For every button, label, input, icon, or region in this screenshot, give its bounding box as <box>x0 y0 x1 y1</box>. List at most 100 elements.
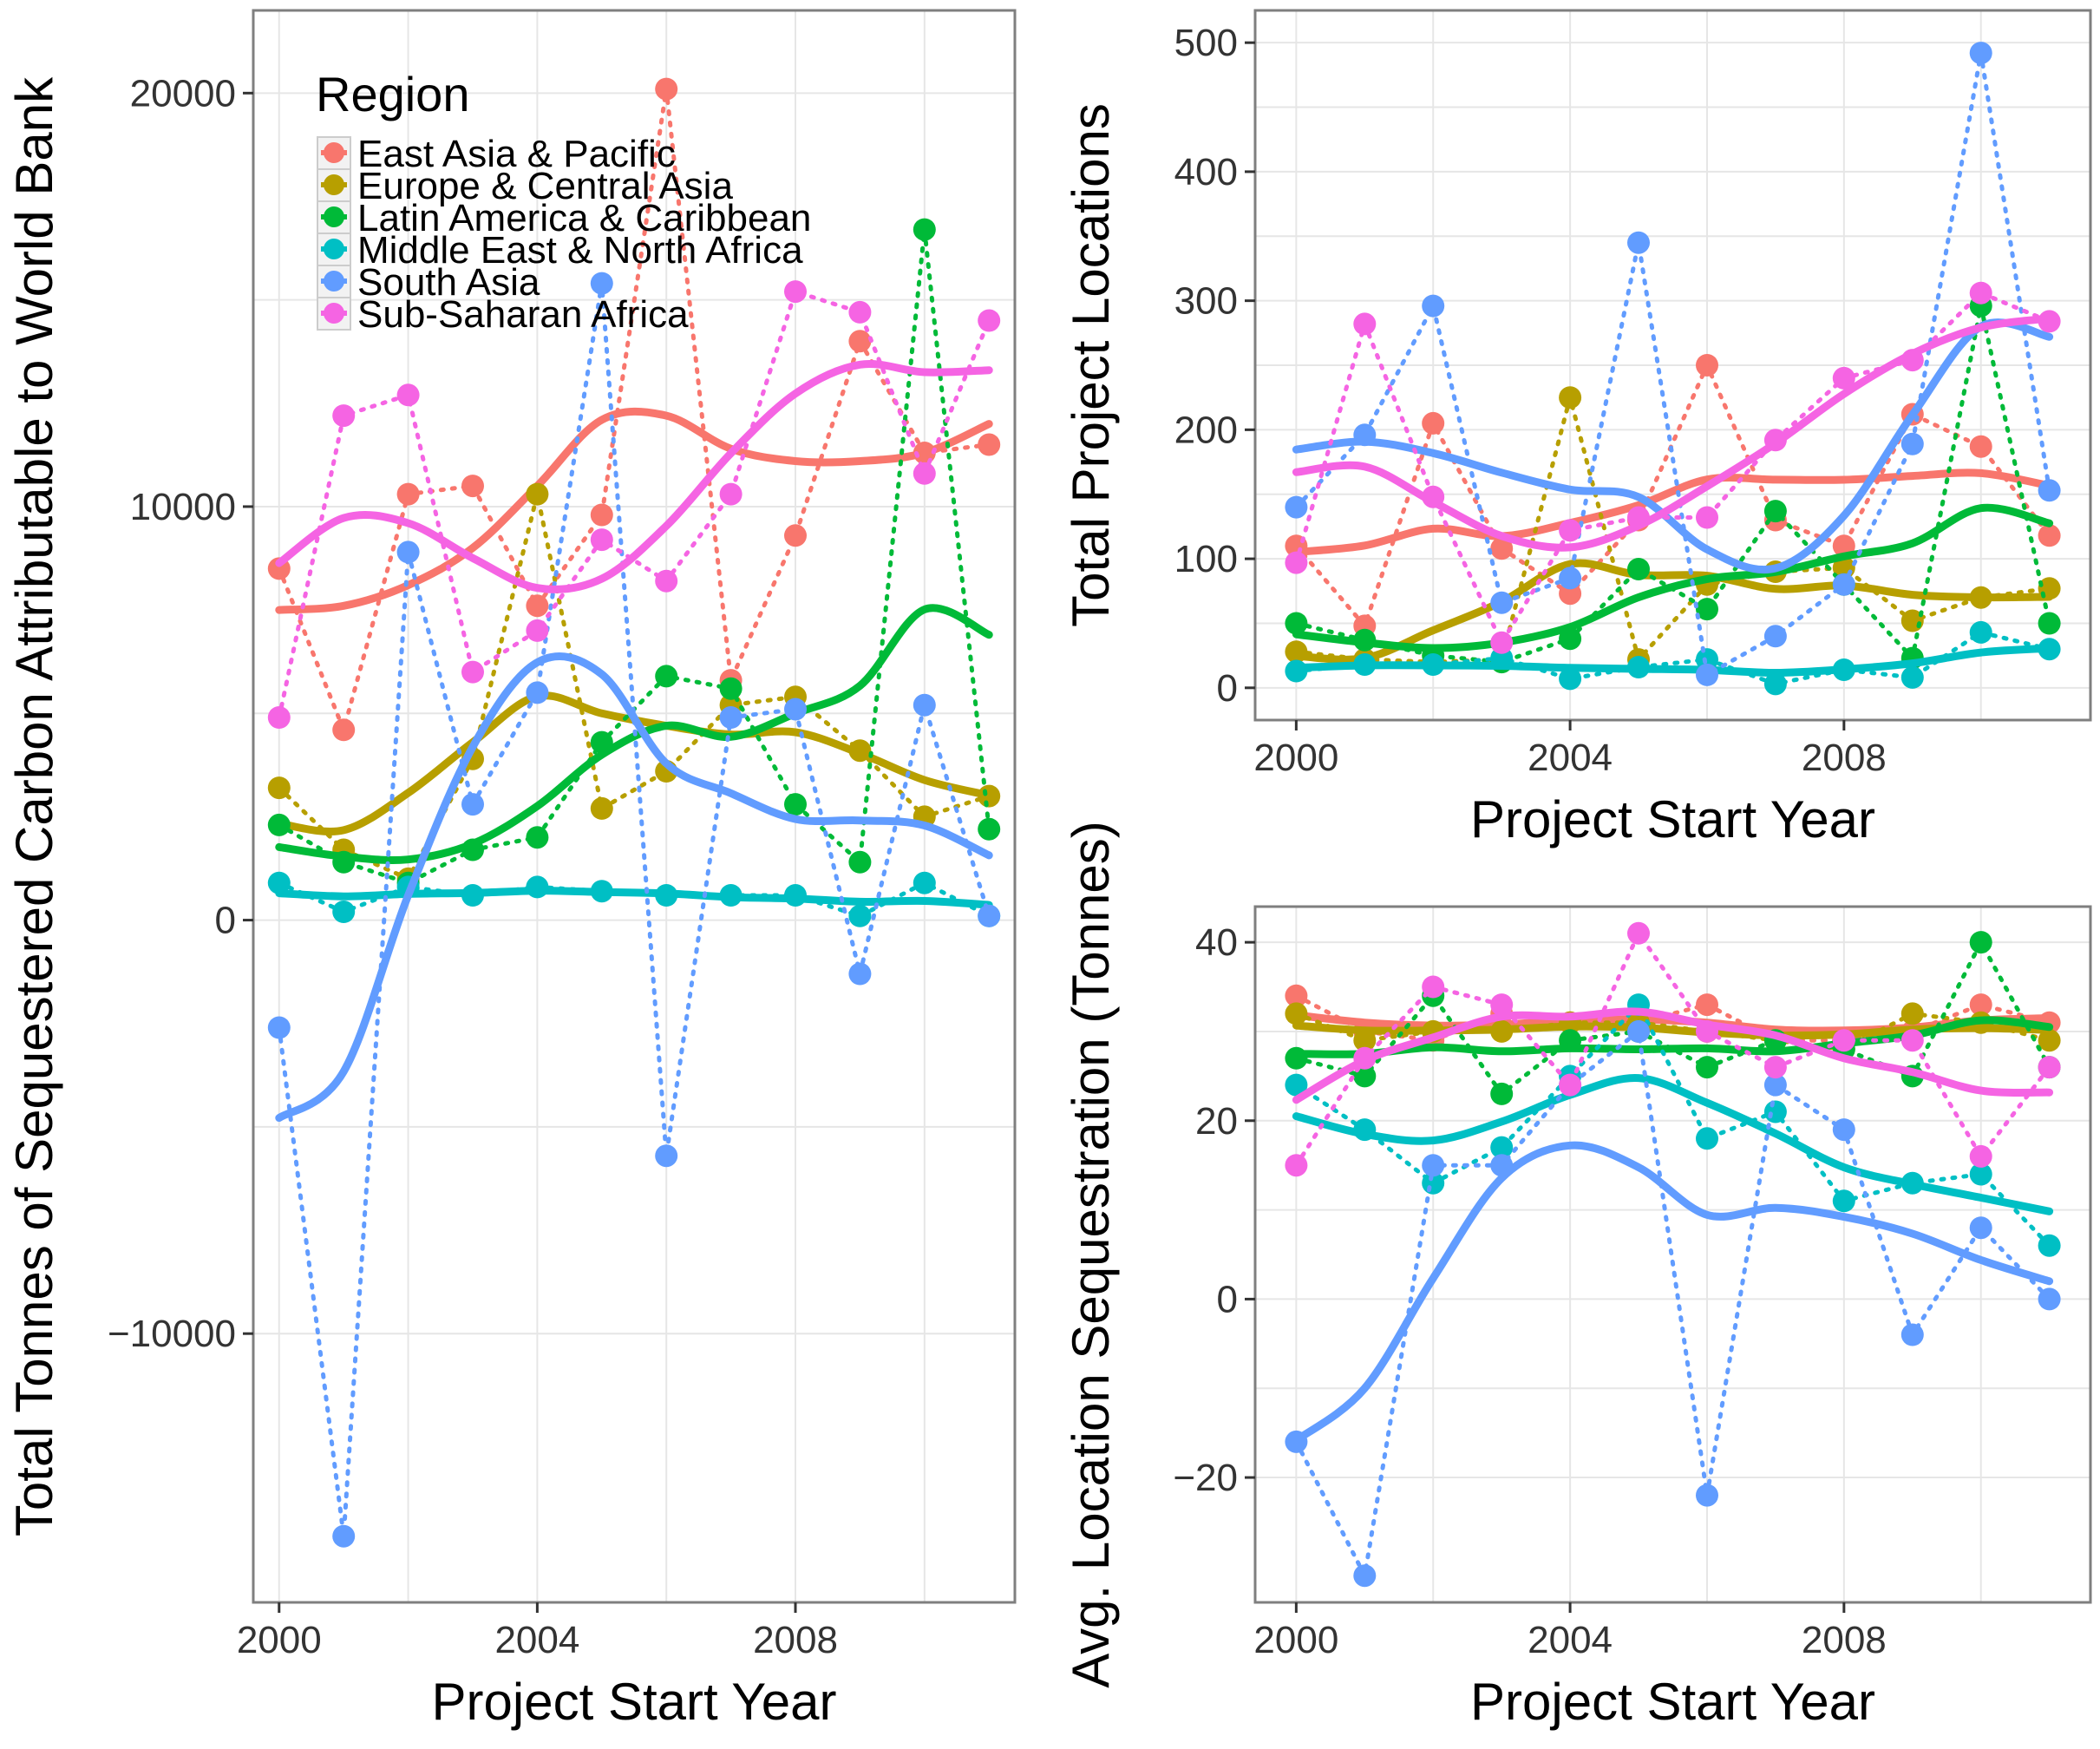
data-point <box>1900 1029 1924 1052</box>
data-point <box>978 904 1001 927</box>
legend-label: East Asia & Pacific <box>357 133 676 175</box>
legend-title: Region <box>316 67 469 121</box>
data-point <box>1696 1127 1718 1150</box>
legend-item-middle-east-north-africa: Middle East & North Africa <box>317 229 803 272</box>
data-point <box>1832 366 1855 390</box>
data-point <box>1900 1002 1924 1025</box>
data-point <box>1969 42 1992 65</box>
data-point <box>1559 1029 1582 1052</box>
data-point <box>913 218 936 241</box>
data-point <box>848 904 872 927</box>
data-point <box>1490 646 1514 670</box>
data-point <box>1422 653 1445 676</box>
data-point <box>1490 631 1514 654</box>
data-point <box>1285 1046 1308 1070</box>
series-trend-line <box>275 652 993 1123</box>
data-point <box>1285 984 1308 1007</box>
data-point <box>526 681 549 704</box>
panel-border <box>252 9 1017 1604</box>
data-point <box>1490 1082 1514 1105</box>
data-point <box>1696 1019 1718 1043</box>
data-point <box>1490 1019 1514 1043</box>
y-tick-label: 400 <box>1174 151 1238 193</box>
legend-key-dot <box>324 271 344 292</box>
series-dotted-line <box>1293 52 2052 678</box>
data-point <box>267 813 291 836</box>
data-point <box>848 962 872 986</box>
legend-item-east-asia-pacific: East Asia & Pacific <box>317 133 676 175</box>
series-trend-line <box>1292 559 2054 664</box>
panel-border <box>1253 905 2092 1604</box>
x-tick-label: 2008 <box>1802 1619 1887 1661</box>
data-point <box>848 850 872 874</box>
data-point <box>1285 1073 1308 1097</box>
data-point <box>1696 663 1718 686</box>
data-point <box>526 875 549 899</box>
data-point <box>2038 638 2061 661</box>
legend-key-dot <box>324 239 344 259</box>
data-point <box>332 1524 356 1548</box>
data-point <box>1832 1189 1855 1213</box>
data-point <box>332 404 356 428</box>
x-tick-label: 2004 <box>494 1619 579 1661</box>
panel-border <box>1253 9 2092 722</box>
data-point <box>1285 495 1308 519</box>
data-point <box>784 884 807 907</box>
y-tick-label: −20 <box>1173 1457 1238 1499</box>
data-point <box>1559 1073 1582 1097</box>
y-axis-title: Avg. Location Sequestration (Tonnes) <box>1062 821 1120 1688</box>
data-point <box>719 677 743 700</box>
data-point <box>655 569 678 593</box>
data-point <box>1627 558 1650 580</box>
data-point <box>1969 586 1992 609</box>
data-point <box>1696 598 1718 621</box>
data-point <box>1696 506 1718 529</box>
data-point <box>1422 294 1445 318</box>
data-point <box>590 272 613 295</box>
data-point <box>461 475 484 498</box>
data-point <box>1969 931 1992 954</box>
data-point <box>1696 1056 1718 1079</box>
data-point <box>1285 640 1308 664</box>
data-point <box>784 280 807 304</box>
data-point <box>784 524 807 547</box>
y-tick-label: 0 <box>1217 667 1238 710</box>
x-axis-title: Project Start Year <box>1470 1673 1875 1731</box>
series-middle-east-north-africa <box>1285 993 2061 1257</box>
data-point <box>719 884 743 907</box>
data-point <box>1763 429 1787 452</box>
series-sub-saharan-africa <box>1285 921 2061 1177</box>
data-point <box>655 1144 678 1168</box>
data-point <box>1696 354 1718 377</box>
legend-item-europe-central-asia: Europe & Central Asia <box>317 165 733 207</box>
legend-label: Latin America & Caribbean <box>357 197 811 239</box>
data-point <box>1969 435 1992 458</box>
data-point <box>1832 573 1855 596</box>
series-trend-line <box>1292 1141 2054 1444</box>
data-point <box>848 300 872 324</box>
data-point <box>1559 567 1582 590</box>
legend-item-latin-america-caribbean: Latin America & Caribbean <box>317 197 811 239</box>
y-tick-label: 10000 <box>130 486 236 528</box>
x-tick-label: 2000 <box>237 1619 322 1661</box>
data-point <box>1900 349 1924 372</box>
data-point <box>978 309 1001 332</box>
series-sub-saharan-africa <box>1285 281 2061 654</box>
data-point <box>461 838 484 861</box>
data-point <box>2038 612 2061 635</box>
legend-key-dot <box>324 174 344 195</box>
y-tick-label: 40 <box>1195 921 1238 964</box>
data-point <box>1969 1144 1992 1168</box>
data-point <box>1285 1430 1308 1453</box>
data-point <box>1627 506 1650 529</box>
data-point <box>1490 1136 1514 1159</box>
y-tick-label: −10000 <box>108 1313 236 1355</box>
y-tick-label: 0 <box>1217 1278 1238 1320</box>
data-point <box>2038 1056 2061 1079</box>
chart-project-locations: 2000 2004 2008 0 100 200 300 400 500 Project Star… <box>1062 9 2092 848</box>
data-point <box>1422 975 1445 999</box>
data-point <box>978 433 1001 456</box>
data-point <box>1763 1056 1787 1079</box>
x-tick-label: 2008 <box>753 1619 838 1661</box>
